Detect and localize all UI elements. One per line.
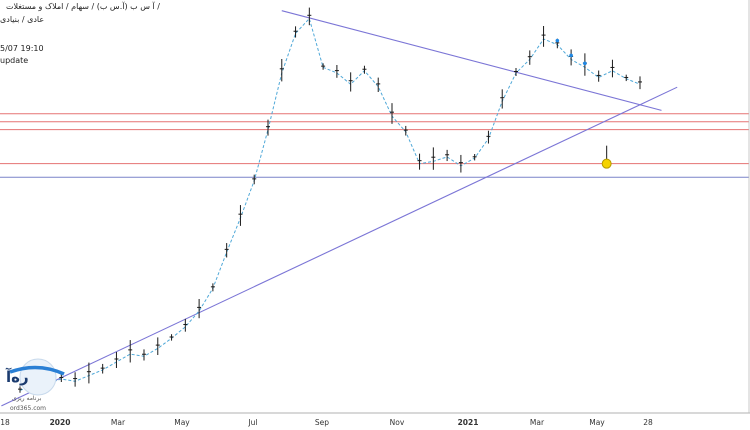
logo-text: ره‌آ bbox=[5, 368, 29, 386]
marker-blue-1 bbox=[555, 38, 560, 43]
logo-site: ord365.com bbox=[10, 405, 46, 412]
x-tick-label-3: Mar bbox=[111, 418, 126, 427]
annotations bbox=[601, 145, 612, 169]
x-tick-label-11: 28 bbox=[643, 418, 653, 427]
x-tick-label-1: 18 bbox=[0, 418, 10, 427]
x-tick-label-10: May bbox=[589, 418, 605, 427]
logo-tagline: برنامه ریزی bbox=[12, 395, 42, 402]
x-tick-label-7: Nov bbox=[390, 418, 405, 427]
x-tick-label-6: Sep bbox=[315, 418, 329, 427]
watermark-logo: ره‌آ برنامه ریزی ord365.com bbox=[5, 358, 65, 412]
annotation-circle-1 bbox=[601, 158, 612, 169]
x-tick-label-8: 2021 bbox=[458, 418, 479, 427]
x-tick-label-2: 2020 bbox=[50, 418, 71, 427]
symbol-path: آ س ب (آ.س ب) / سهام / املاک و مستغلات / bbox=[6, 2, 160, 11]
timestamp: 5/07 19:10 bbox=[0, 44, 44, 53]
marker-blue-2 bbox=[569, 53, 573, 58]
trendline-upper[interactable] bbox=[281, 10, 662, 111]
x-tick-label-9: Mar bbox=[530, 418, 545, 427]
trendlines[interactable] bbox=[1, 10, 678, 407]
x-tick-label-5: Jul bbox=[247, 418, 257, 427]
x-tick-label-4: May bbox=[174, 418, 190, 427]
marker-blue-3 bbox=[583, 61, 587, 66]
symbol-sub-path: عادی / بنیادی bbox=[0, 15, 45, 24]
price-series bbox=[18, 7, 642, 393]
price-line bbox=[19, 17, 641, 391]
logo-swoosh bbox=[9, 365, 65, 376]
horizontal-levels bbox=[0, 113, 749, 178]
update-status: update bbox=[0, 56, 29, 65]
x-axis-ticks: 18 2020 Mar May Jul Sep Nov 2021 Mar May 28 bbox=[0, 418, 653, 427]
trendline-lower[interactable] bbox=[1, 86, 678, 407]
